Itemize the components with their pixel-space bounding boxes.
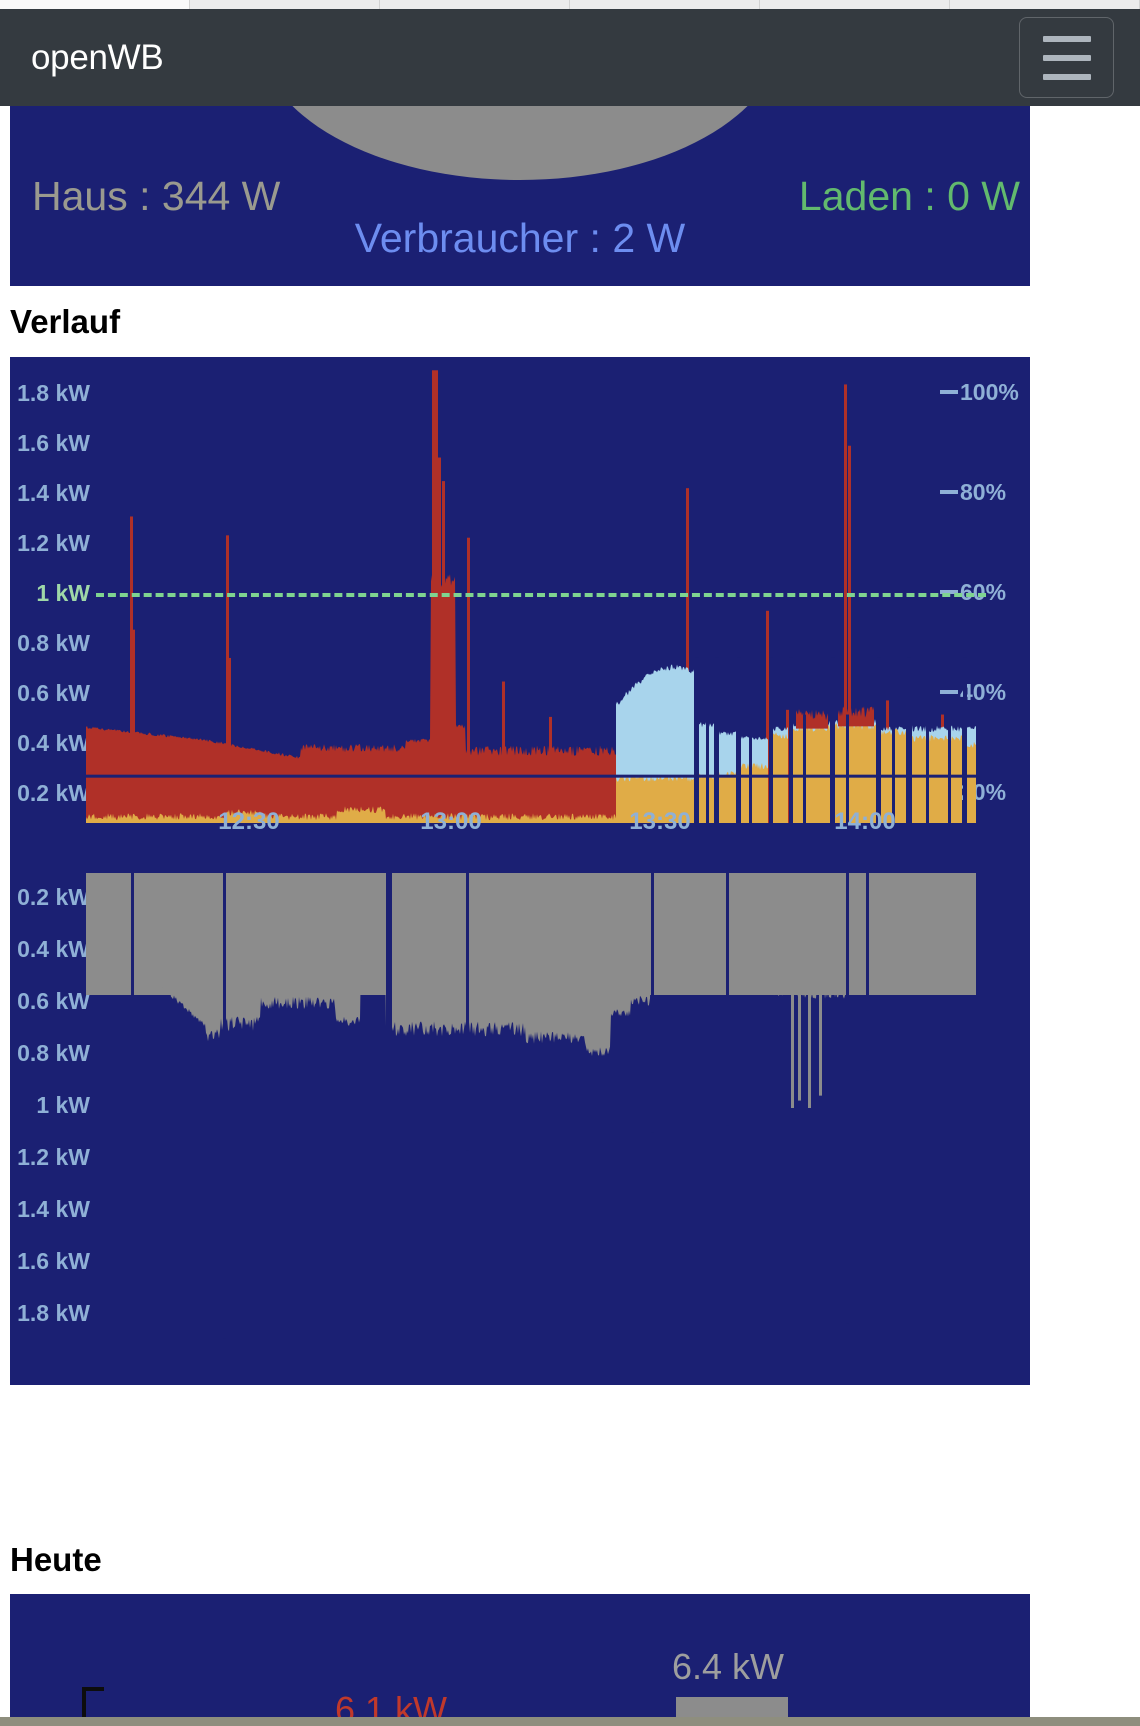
- house-consumption-value: Haus : 344 W: [32, 173, 281, 219]
- y-axis-tick-label: 1.8 kW: [17, 380, 90, 406]
- browser-tab[interactable]: [0, 0, 190, 9]
- y-axis-tick-label: 0.2 kW: [17, 884, 90, 910]
- y-axis-tick-label: 0.4 kW: [17, 730, 90, 756]
- hamburger-icon-bar: [1042, 73, 1091, 80]
- y-axis-tick-label: 1.4 kW: [17, 1196, 90, 1222]
- navbar: openWB: [0, 9, 1140, 106]
- y-axis-tick-label: 0.8 kW: [17, 1040, 90, 1066]
- chart-upper: 1.8 kW 1.6 kW 1.4 kW 1.2 kW 1 kW 0.8 kW …: [10, 357, 1030, 841]
- app-brand[interactable]: openWB: [31, 38, 164, 77]
- y-axis-tick-label: 1.8 kW: [17, 1300, 90, 1326]
- y2-axis-tick-mark: [940, 590, 958, 594]
- heute-bar-value-hausverbrauch: 6.4 kW: [672, 1646, 785, 1687]
- y-axis-tick-label: 1.6 kW: [17, 430, 90, 456]
- y2-axis-tick-label: 100%: [960, 379, 1019, 405]
- y-axis-tick-label: 0.6 kW: [17, 988, 90, 1014]
- devices-consumption-value: Verbraucher : 2 W: [354, 215, 686, 261]
- charging-power-value: Laden : 0 W: [798, 173, 1020, 219]
- y-axis-tick-label: 0.6 kW: [17, 680, 90, 706]
- browser-tab-strip: [0, 0, 1140, 9]
- y2-axis-tick-label: 60%: [960, 579, 1007, 605]
- heute-axis-corner: [82, 1687, 104, 1726]
- y-axis-tick-label: 0.2 kW: [17, 780, 90, 806]
- y2-axis-tick-mark: [940, 390, 958, 394]
- hamburger-icon-bar: [1042, 54, 1091, 61]
- chart-lower: 0.2 kW 0.4 kW 0.6 kW 0.8 kW 1 kW 1.2 kW …: [10, 873, 1030, 1385]
- y-axis-tick-label: 0.8 kW: [17, 630, 90, 656]
- x-axis-tick-label: 13:00: [420, 808, 482, 835]
- heute-chart-card[interactable]: 6.1 kW 6.4 kW: [10, 1594, 1030, 1726]
- browser-tab[interactable]: [380, 0, 570, 9]
- y-axis-tick-label-threshold: 1 kW: [36, 580, 90, 606]
- page-bottom-strip: [0, 1717, 1140, 1726]
- upper-plot-area[interactable]: [86, 363, 976, 839]
- browser-tab[interactable]: [760, 0, 950, 9]
- y-axis-tick-label: 0.4 kW: [17, 936, 90, 962]
- y-axis-tick-label: 1 kW: [36, 1092, 90, 1118]
- x-axis-tick-label: 14:00: [834, 808, 896, 835]
- verlauf-chart-card[interactable]: 1.8 kW 1.6 kW 1.4 kW 1.2 kW 1 kW 0.8 kW …: [10, 357, 1030, 1385]
- live-summary-panel: Haus : 344 W Laden : 0 W Verbraucher : 2…: [10, 106, 1030, 286]
- browser-tab[interactable]: [570, 0, 760, 9]
- browser-tab[interactable]: [190, 0, 380, 9]
- section-title-heute: Heute: [10, 1541, 102, 1578]
- y-axis-tick-label: 1.6 kW: [17, 1248, 90, 1274]
- sun-disc-icon: [259, 106, 781, 180]
- x-axis-tick-label: 12:30: [218, 808, 280, 835]
- y-axis-tick-label: 1.2 kW: [17, 530, 90, 556]
- y2-axis-tick-label: 40%: [960, 679, 1007, 705]
- y2-axis-tick-mark: [940, 690, 958, 694]
- section-title-verlauf: Verlauf: [10, 303, 121, 340]
- x-axis-tick-label: 13:30: [629, 808, 691, 835]
- y-axis-tick-label: 1.4 kW: [17, 480, 90, 506]
- y-axis-tick-label: 1.2 kW: [17, 1144, 90, 1170]
- lower-plot-svg: [86, 873, 976, 1343]
- y2-axis-tick-label: 80%: [960, 479, 1007, 505]
- browser-tab[interactable]: [950, 0, 1140, 9]
- hamburger-menu-button[interactable]: [1019, 17, 1114, 98]
- hamburger-icon-bar: [1042, 35, 1091, 42]
- upper-plot-svg: [86, 370, 976, 823]
- y2-axis-tick-mark: [940, 490, 958, 494]
- lower-plot-area[interactable]: [86, 873, 976, 1373]
- threshold-line-1kw: [96, 593, 986, 597]
